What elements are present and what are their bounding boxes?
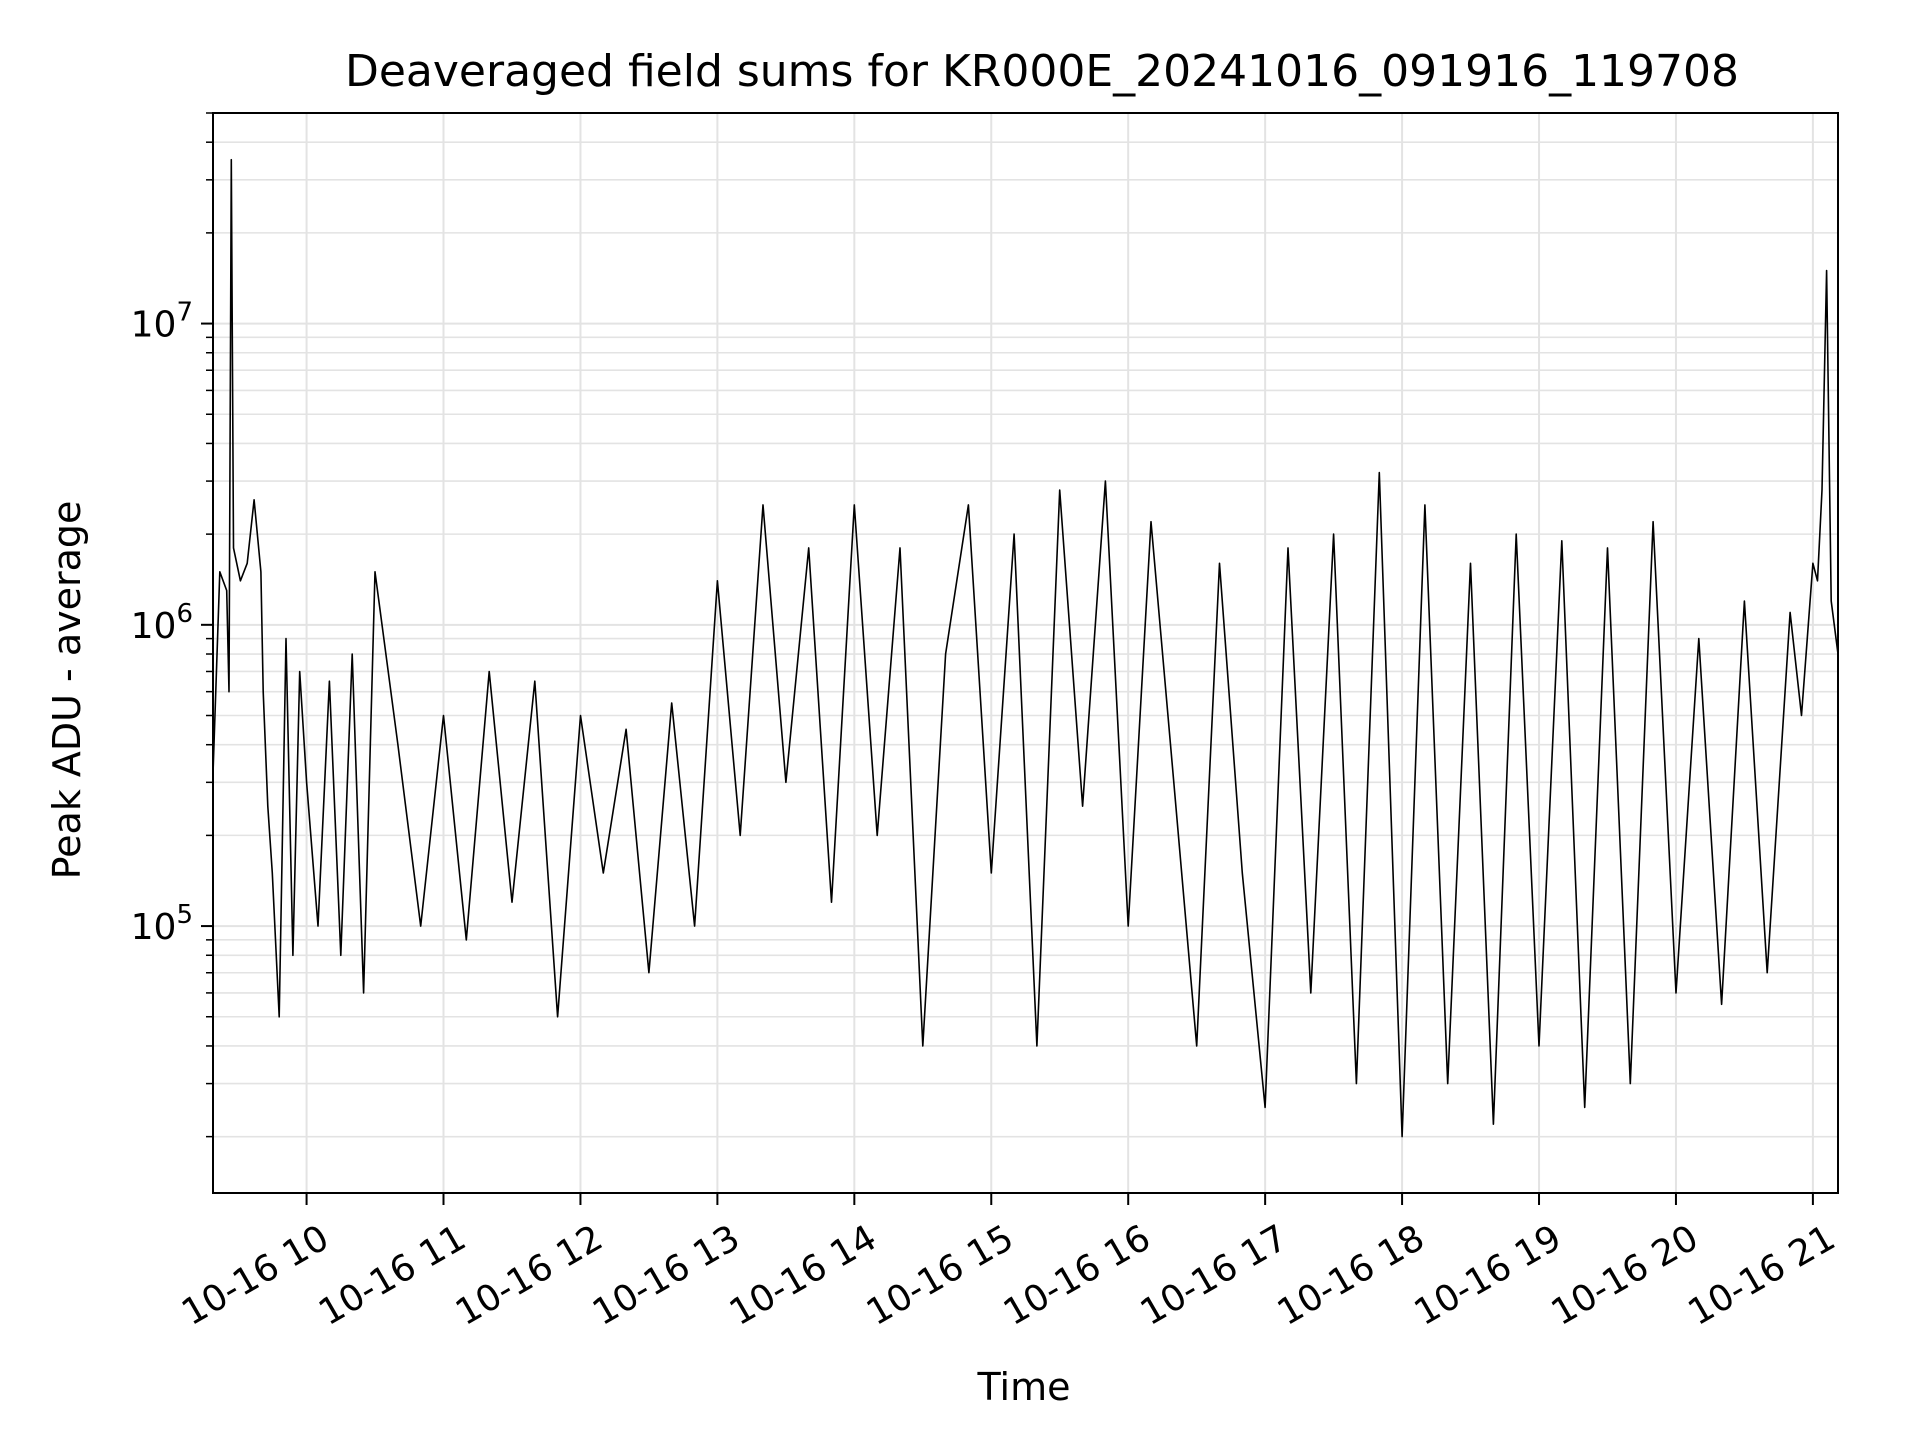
data-line xyxy=(212,158,1839,1138)
y-tick-label: 105 xyxy=(131,900,193,948)
y-axis: 105 106 107 xyxy=(131,112,213,1138)
y-tick-label: 107 xyxy=(131,298,193,346)
chart-title: Deaveraged field sums for KR000E_2024101… xyxy=(345,46,1739,97)
plot-area xyxy=(212,158,1839,1138)
x-axis-label: Time xyxy=(977,1365,1071,1409)
y-axis-label: Peak ADU - average xyxy=(45,501,89,880)
plot-frame xyxy=(212,112,1839,1194)
y-tick-label: 106 xyxy=(131,599,193,647)
